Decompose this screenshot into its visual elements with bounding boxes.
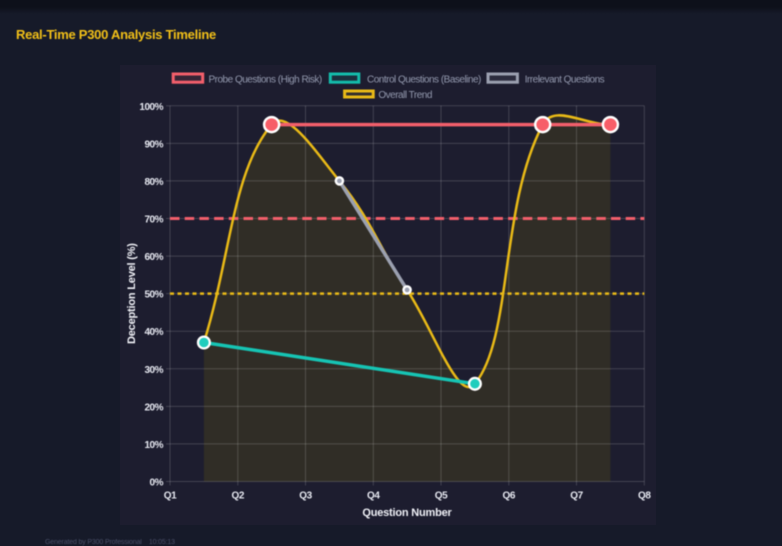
svg-text:Q5: Q5 [435,491,448,502]
svg-text:Q6: Q6 [503,491,516,502]
svg-text:Question Number: Question Number [362,507,452,519]
svg-text:Q4: Q4 [367,491,380,502]
svg-text:Overall Trend: Overall Trend [378,90,432,101]
svg-text:70%: 70% [144,215,163,226]
svg-text:50%: 50% [144,290,163,301]
svg-text:Q7: Q7 [570,491,583,502]
svg-text:Q3: Q3 [299,491,312,502]
svg-text:Q8: Q8 [638,491,651,502]
svg-text:30%: 30% [144,365,163,376]
svg-text:Q1: Q1 [164,491,177,502]
svg-text:60%: 60% [144,252,163,263]
svg-text:40%: 40% [144,327,163,338]
svg-text:80%: 80% [144,177,163,188]
svg-text:100%: 100% [139,102,163,113]
svg-text:0%: 0% [150,478,164,489]
svg-text:Irrelevant Questions: Irrelevant Questions [525,75,605,86]
svg-text:Probe Questions (High Risk): Probe Questions (High Risk) [209,75,322,86]
svg-text:20%: 20% [144,402,163,413]
svg-text:Deception Level (%): Deception Level (%) [126,243,138,344]
svg-text:10%: 10% [144,440,163,451]
svg-text:Control Questions (Baseline): Control Questions (Baseline) [367,75,481,86]
svg-text:Q2: Q2 [232,491,245,502]
svg-text:90%: 90% [144,139,163,150]
